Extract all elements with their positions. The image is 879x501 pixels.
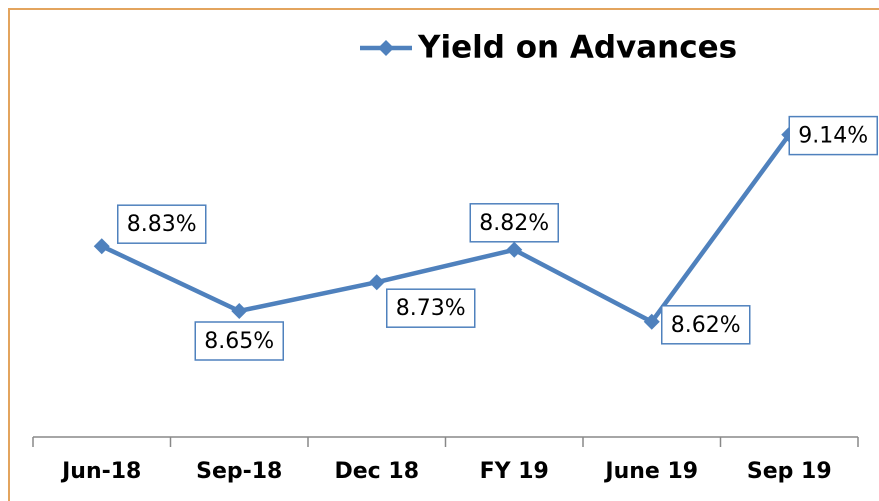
point xyxy=(506,241,523,258)
point xyxy=(368,274,385,291)
series-line xyxy=(100,133,792,325)
legend-label: Yield on Advances xyxy=(417,30,737,66)
point xyxy=(93,238,110,255)
value-label-box xyxy=(194,321,284,361)
value-label-box xyxy=(469,203,559,243)
value-label-box xyxy=(117,204,207,244)
value-label: 8.65% xyxy=(204,329,274,354)
point xyxy=(643,313,660,330)
x-tick-label: FY 19 xyxy=(480,459,549,484)
x-tick-label: Sep-18 xyxy=(196,459,282,484)
frame xyxy=(8,8,879,501)
value-label-box xyxy=(386,288,476,328)
value-label: 8.82% xyxy=(479,211,549,236)
value-label: 9.14% xyxy=(798,124,868,149)
x-tick-label: Dec 18 xyxy=(335,459,420,484)
value-label: 8.73% xyxy=(396,296,466,321)
legend-marker xyxy=(378,40,394,56)
value-label-box xyxy=(788,115,878,156)
value-label-box xyxy=(661,305,751,345)
value-label: 8.62% xyxy=(671,313,741,338)
x-tick-label: Sep 19 xyxy=(747,459,832,484)
point xyxy=(231,303,248,319)
x-tick-label: Jun-18 xyxy=(60,459,141,484)
value-label: 8.83% xyxy=(127,212,197,237)
x-tick-label: June 19 xyxy=(603,459,698,484)
